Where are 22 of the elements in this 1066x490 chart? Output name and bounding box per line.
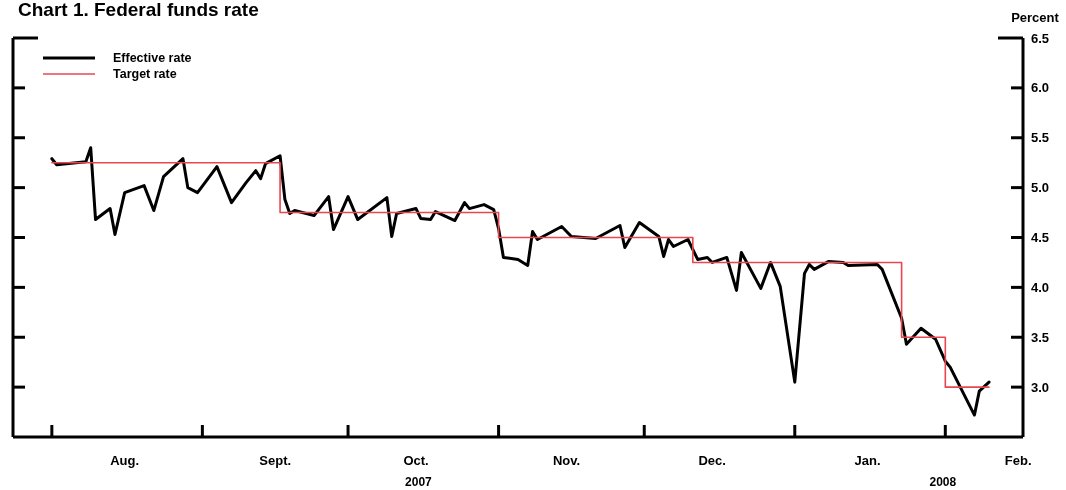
chart-title: Chart 1. Federal funds rate bbox=[18, 0, 259, 20]
x-tick-label: Feb. bbox=[1004, 453, 1032, 468]
y-tick-label: 3.0 bbox=[1031, 379, 1050, 395]
x-tick-label: Sept. bbox=[259, 453, 292, 468]
x-tick-label: Nov. bbox=[552, 453, 581, 468]
text: 2008 bbox=[929, 475, 957, 489]
y-tick-label: 4.5 bbox=[1031, 230, 1050, 246]
x-tick-label: Aug. bbox=[110, 453, 140, 468]
y-tick-label: 6.5 bbox=[1031, 30, 1050, 46]
y-tick-label: 5.5 bbox=[1031, 130, 1050, 146]
y-axis-title: Percent bbox=[1011, 10, 1060, 25]
legend-label: Target rate bbox=[113, 67, 177, 82]
line-series bbox=[50, 146, 991, 417]
y-tick-label: 4.0 bbox=[1031, 279, 1050, 295]
x-tick-label: Jan. bbox=[854, 453, 881, 468]
y-tick-label: 5.0 bbox=[1031, 180, 1050, 196]
y-tick-label: 3.5 bbox=[1031, 329, 1050, 345]
x-tick-label: Oct. bbox=[403, 453, 429, 468]
legend-label: Effective rate bbox=[113, 51, 192, 66]
x-tick-label: Dec. bbox=[698, 453, 726, 468]
text: 2007 bbox=[405, 475, 433, 489]
y-tick-label: 6.0 bbox=[1031, 80, 1050, 96]
